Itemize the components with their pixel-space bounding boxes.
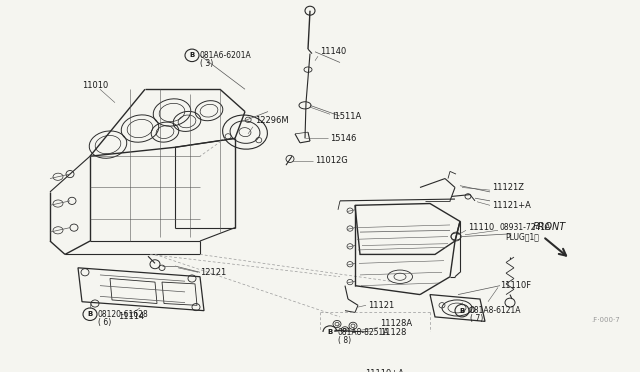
Text: 11128A: 11128A xyxy=(380,319,412,328)
Text: ( 8): ( 8) xyxy=(338,336,351,344)
Text: 081A8-6121A: 081A8-6121A xyxy=(470,306,522,315)
Text: 11121: 11121 xyxy=(368,301,394,310)
Text: I1511A: I1511A xyxy=(332,112,361,121)
Text: 11114: 11114 xyxy=(118,312,144,321)
Text: 11140: 11140 xyxy=(320,47,346,56)
Text: 11010: 11010 xyxy=(82,81,108,90)
Text: 081A6-6201A: 081A6-6201A xyxy=(200,51,252,60)
Text: 11012G: 11012G xyxy=(315,156,348,165)
Text: 08120-61628: 08120-61628 xyxy=(98,310,148,319)
Text: 11121+A: 11121+A xyxy=(492,201,531,210)
Text: .F·000·7: .F·000·7 xyxy=(591,317,620,323)
Text: FRONT: FRONT xyxy=(533,222,566,232)
Text: ( 6): ( 6) xyxy=(98,318,111,327)
Text: 12296M: 12296M xyxy=(255,116,289,125)
Text: 11110F: 11110F xyxy=(500,281,531,290)
Text: B: B xyxy=(328,329,333,335)
Text: B: B xyxy=(460,308,465,314)
Text: PLUG、1〉: PLUG、1〉 xyxy=(505,232,539,241)
Text: 081A8-8251A: 081A8-8251A xyxy=(338,328,390,337)
Text: 11110: 11110 xyxy=(468,223,494,232)
Text: B: B xyxy=(189,52,195,58)
Text: ( 7): ( 7) xyxy=(470,314,483,323)
Text: 11110+A: 11110+A xyxy=(365,369,404,372)
Text: ( 3): ( 3) xyxy=(200,59,213,68)
Text: 11121Z: 11121Z xyxy=(492,183,524,192)
Text: 15146: 15146 xyxy=(330,134,356,143)
Text: 11128: 11128 xyxy=(380,328,406,337)
Text: 12121: 12121 xyxy=(200,268,227,277)
Text: B: B xyxy=(88,311,93,317)
Text: 08931-7241A: 08931-7241A xyxy=(500,223,552,232)
